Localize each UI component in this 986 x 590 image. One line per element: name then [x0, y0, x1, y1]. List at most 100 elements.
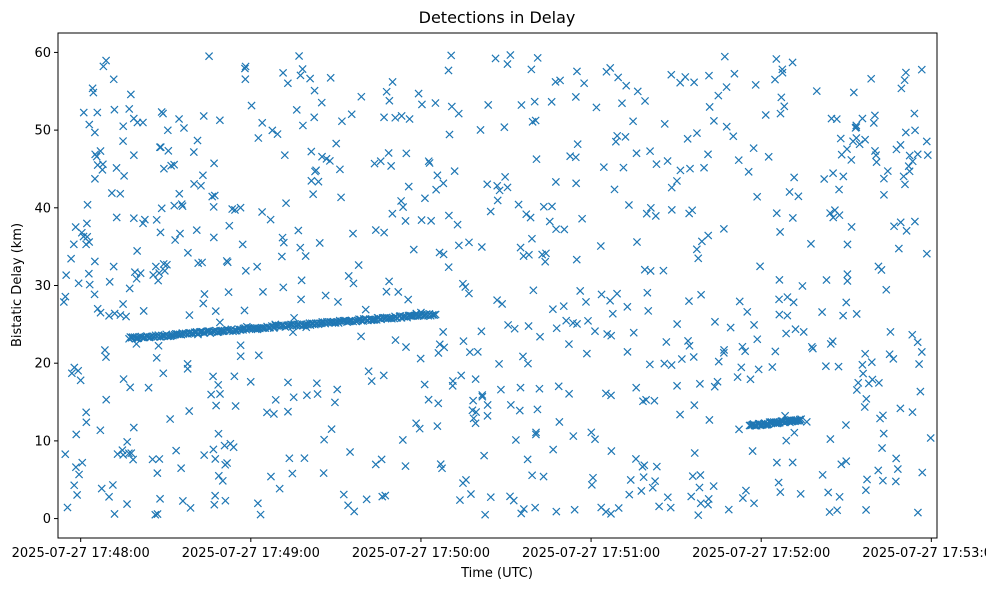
detection-point: [709, 482, 718, 491]
detection-point: [498, 299, 507, 308]
detection-point: [859, 369, 868, 378]
detection-point: [391, 336, 400, 345]
detection-point: [899, 172, 908, 181]
detection-point: [148, 455, 157, 464]
detection-point: [901, 128, 910, 137]
detection-point: [839, 311, 848, 320]
detection-point: [820, 174, 829, 184]
detection-point: [289, 393, 298, 402]
y-tick-label: 60: [34, 46, 51, 61]
detection-point: [867, 74, 876, 83]
detection-point: [781, 411, 790, 420]
detection-point: [852, 309, 861, 318]
detection-point: [559, 302, 568, 311]
detection-point: [642, 395, 651, 404]
detection-point: [140, 215, 149, 224]
detection-point: [581, 297, 590, 306]
detection-point: [646, 203, 655, 212]
detection-point: [676, 166, 685, 175]
detection-point: [483, 180, 492, 189]
detection-point: [242, 322, 251, 331]
detection-point: [565, 389, 574, 398]
detection-point: [659, 266, 668, 275]
detection-point: [551, 177, 560, 186]
detection-point: [469, 396, 478, 405]
detection-point: [905, 151, 914, 160]
detection-point: [258, 207, 267, 217]
detection-point: [477, 242, 486, 252]
detection-point: [416, 308, 425, 317]
detection-point: [547, 97, 556, 106]
x-tick-label: 2025-07-27 17:50:00: [352, 546, 490, 561]
detection-point: [214, 429, 223, 438]
detection-point: [684, 336, 693, 345]
detection-point: [901, 68, 910, 77]
detection-point: [215, 116, 224, 125]
detection-point: [788, 58, 797, 67]
detection-point: [572, 67, 581, 76]
detection-point: [835, 492, 844, 501]
detection-point: [385, 277, 394, 286]
detection-point: [349, 279, 358, 288]
detection-point: [606, 296, 615, 305]
detection-point: [764, 152, 773, 161]
detection-point: [858, 360, 867, 369]
detection-point: [902, 226, 911, 235]
detection-point: [560, 225, 569, 234]
detection-point: [73, 490, 82, 499]
detection-point: [350, 507, 359, 516]
detection-point: [872, 151, 881, 160]
detection-point: [307, 147, 316, 156]
detection-point: [99, 62, 108, 71]
detection-point: [555, 417, 564, 426]
detection-point: [662, 337, 671, 346]
detection-point: [376, 157, 385, 166]
detection-point: [538, 250, 547, 259]
detection-point: [116, 310, 125, 320]
detection-point: [144, 383, 153, 392]
detection-point: [306, 74, 315, 83]
detection-point: [354, 261, 363, 270]
detection-point: [515, 406, 524, 415]
detection-point: [119, 375, 128, 384]
detection-point: [828, 337, 837, 346]
detection-point: [532, 155, 541, 164]
detection-point: [198, 171, 207, 180]
detection-point: [431, 310, 440, 319]
detection-point: [705, 102, 714, 111]
detection-point: [61, 292, 70, 301]
detection-point: [288, 328, 298, 337]
detection-point: [879, 190, 888, 199]
detection-point: [576, 286, 585, 295]
detection-point: [918, 468, 927, 477]
detection-point: [231, 402, 240, 411]
detection-point: [614, 503, 623, 513]
detection-point: [129, 423, 138, 432]
detection-point: [580, 79, 589, 88]
detection-point: [62, 271, 71, 280]
detection-point: [915, 360, 924, 369]
detection-point: [710, 317, 719, 326]
detection-point: [347, 110, 356, 119]
detection-point: [399, 203, 408, 212]
detection-point: [333, 385, 342, 394]
detection-point: [424, 395, 433, 404]
detection-point: [722, 122, 731, 131]
detection-point: [457, 371, 466, 380]
detection-point: [632, 383, 641, 392]
detection-point: [608, 309, 617, 318]
detection-point: [283, 79, 292, 88]
detection-point: [621, 132, 630, 141]
detection-point: [529, 286, 538, 295]
detection-point: [753, 192, 762, 201]
detection-point: [371, 226, 380, 235]
detection-point: [185, 407, 194, 416]
detection-point: [878, 444, 887, 453]
detection-point: [735, 297, 744, 306]
detection-point: [464, 238, 474, 247]
detection-point: [157, 204, 166, 213]
detection-point: [879, 174, 888, 183]
detection-point: [247, 101, 256, 110]
detection-point: [672, 176, 681, 185]
detection-point: [703, 150, 713, 159]
